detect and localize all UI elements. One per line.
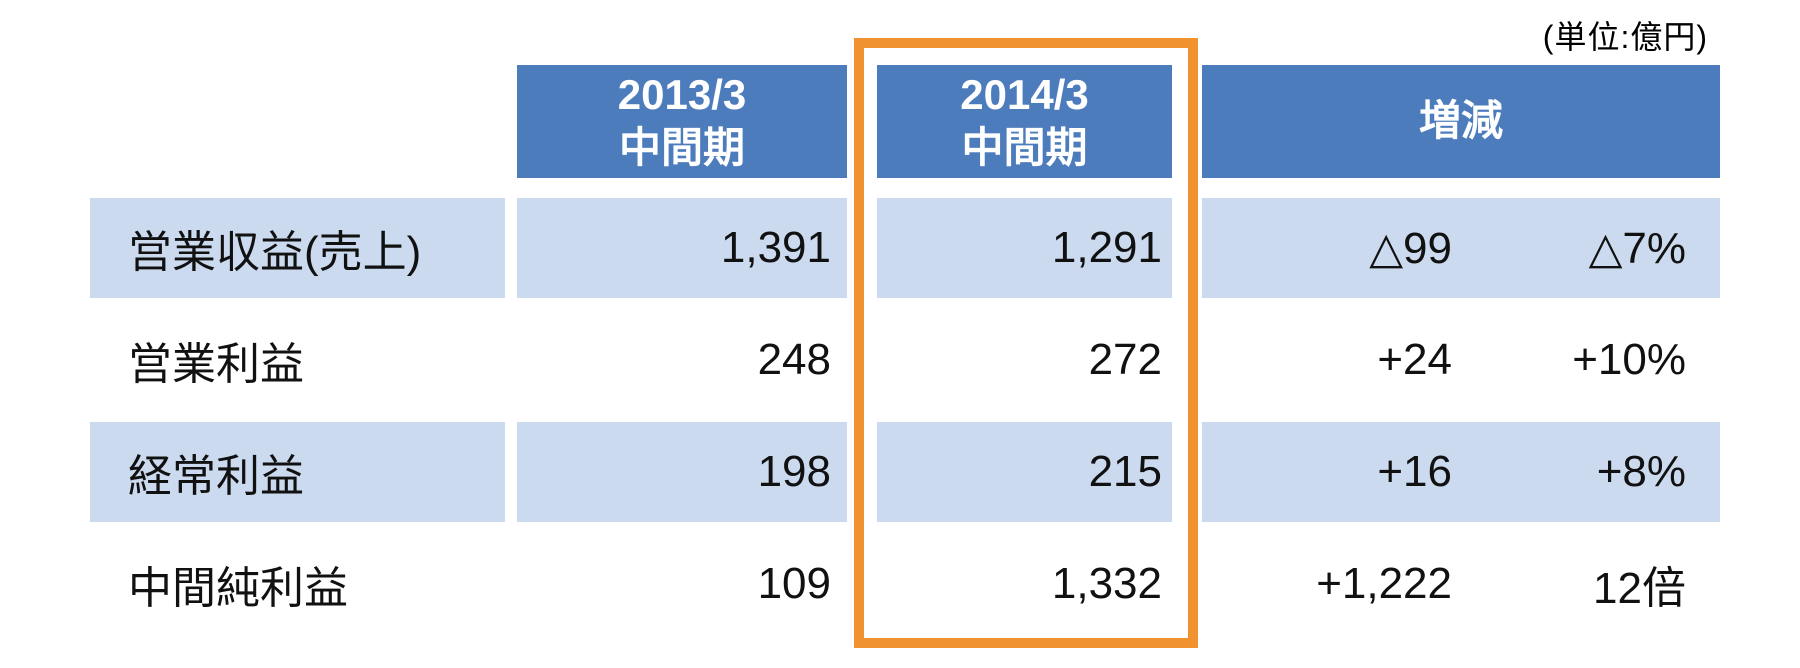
change-amount: +16: [1377, 447, 1452, 496]
change-rate: +10%: [1572, 335, 1686, 384]
value-2013: 248: [757, 335, 831, 384]
column-header-2014-line1: 2014/3: [960, 71, 1089, 118]
change-rate: +8%: [1596, 447, 1686, 496]
table-row-interim-net-income: 中間純利益 109 1,332 +1,222 12倍: [90, 534, 1720, 634]
table-row-operating-revenue: 営業収益(売上) 1,391 1,291 △99 △7%: [90, 198, 1720, 298]
unit-note: (単位:億円): [1542, 19, 1708, 55]
change-rate: △7%: [1588, 223, 1686, 273]
financial-results-table: 2013/3 中間期 2014/3 中間期 増減 営業収益(売上) 1,391 …: [90, 65, 1720, 646]
column-header-2014-line2: 中間期: [961, 123, 1088, 171]
value-2013: 198: [517, 422, 847, 522]
column-header-2013-line2: 中間期: [618, 123, 745, 171]
value-2013: 109: [757, 559, 831, 608]
change-amount: +24: [1377, 335, 1452, 384]
table-header-row: 2013/3 中間期 2014/3 中間期 増減: [90, 65, 1720, 178]
value-2014: 1,332: [1051, 559, 1162, 608]
value-2014: 215: [877, 422, 1172, 522]
value-2014: 1,291: [877, 198, 1172, 298]
column-header-change-label: 増減: [1418, 97, 1503, 145]
column-header-2013-line1: 2013/3: [617, 71, 747, 118]
change-cell: +16 +8%: [1202, 422, 1720, 522]
row-label: 営業利益: [128, 340, 304, 389]
column-header-change: 増減: [1202, 65, 1720, 178]
table-row-ordinary-income: 経常利益 198 215 +16 +8%: [90, 422, 1720, 522]
header-spacer-cell: [90, 65, 505, 178]
row-label: 経常利益: [90, 422, 505, 522]
change-cell: +24 +10%: [1202, 310, 1720, 410]
table-row-operating-income: 営業利益 248 272 +24 +10%: [90, 310, 1720, 410]
change-amount: △99: [1369, 223, 1452, 273]
change-cell: △99 △7%: [1202, 198, 1720, 298]
value-2013: 1,391: [517, 198, 847, 298]
change-rate: 12倍: [1593, 564, 1686, 613]
column-header-2013: 2013/3 中間期: [517, 65, 847, 178]
row-label: 中間純利益: [128, 564, 348, 613]
row-label: 営業収益(売上): [90, 198, 505, 298]
change-amount: +1,222: [1316, 559, 1452, 608]
value-2014: 272: [1088, 335, 1162, 384]
change-cell: +1,222 12倍: [1202, 534, 1720, 634]
column-header-2014: 2014/3 中間期: [877, 65, 1172, 178]
